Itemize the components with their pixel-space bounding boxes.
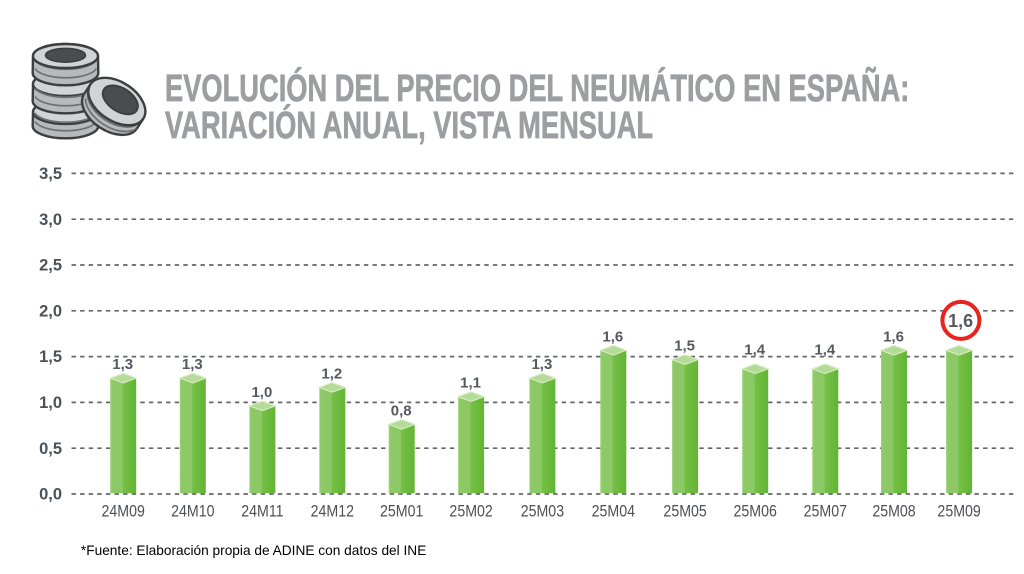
svg-text:25M04: 25M04 [592, 503, 636, 521]
svg-text:25M06: 25M06 [734, 503, 777, 521]
svg-text:25M07: 25M07 [804, 503, 847, 521]
svg-text:1,5: 1,5 [39, 348, 62, 366]
svg-text:25M09: 25M09 [937, 503, 980, 521]
svg-text:3,5: 3,5 [39, 165, 62, 183]
svg-text:1,0: 1,0 [251, 384, 272, 401]
svg-text:25M08: 25M08 [872, 503, 915, 521]
svg-text:24M09: 24M09 [102, 503, 145, 521]
svg-text:1,3: 1,3 [531, 356, 552, 373]
svg-text:1,2: 1,2 [321, 365, 342, 382]
svg-text:1,3: 1,3 [182, 356, 203, 373]
svg-text:0,0: 0,0 [39, 486, 62, 504]
svg-text:25M01: 25M01 [380, 503, 423, 521]
svg-text:24M10: 24M10 [171, 503, 214, 521]
svg-text:25M02: 25M02 [449, 503, 492, 521]
svg-text:2,0: 2,0 [39, 302, 62, 320]
svg-text:1,4: 1,4 [814, 341, 836, 358]
svg-text:25M05: 25M05 [663, 503, 706, 521]
svg-text:1,5: 1,5 [674, 338, 695, 355]
svg-text:0,5: 0,5 [39, 440, 62, 458]
svg-text:1,3: 1,3 [112, 356, 133, 373]
svg-text:1,6: 1,6 [602, 328, 623, 345]
svg-text:24M12: 24M12 [311, 503, 354, 521]
svg-text:3,0: 3,0 [39, 211, 62, 229]
svg-text:1,6: 1,6 [948, 311, 973, 331]
svg-text:25M03: 25M03 [521, 503, 564, 521]
svg-text:1,6: 1,6 [883, 328, 904, 345]
svg-text:1,1: 1,1 [460, 375, 481, 392]
svg-text:0,8: 0,8 [391, 402, 412, 419]
svg-text:2,5: 2,5 [39, 257, 62, 275]
svg-text:1,4: 1,4 [744, 341, 766, 358]
svg-text:24M11: 24M11 [241, 503, 283, 521]
svg-text:1,0: 1,0 [39, 394, 62, 412]
